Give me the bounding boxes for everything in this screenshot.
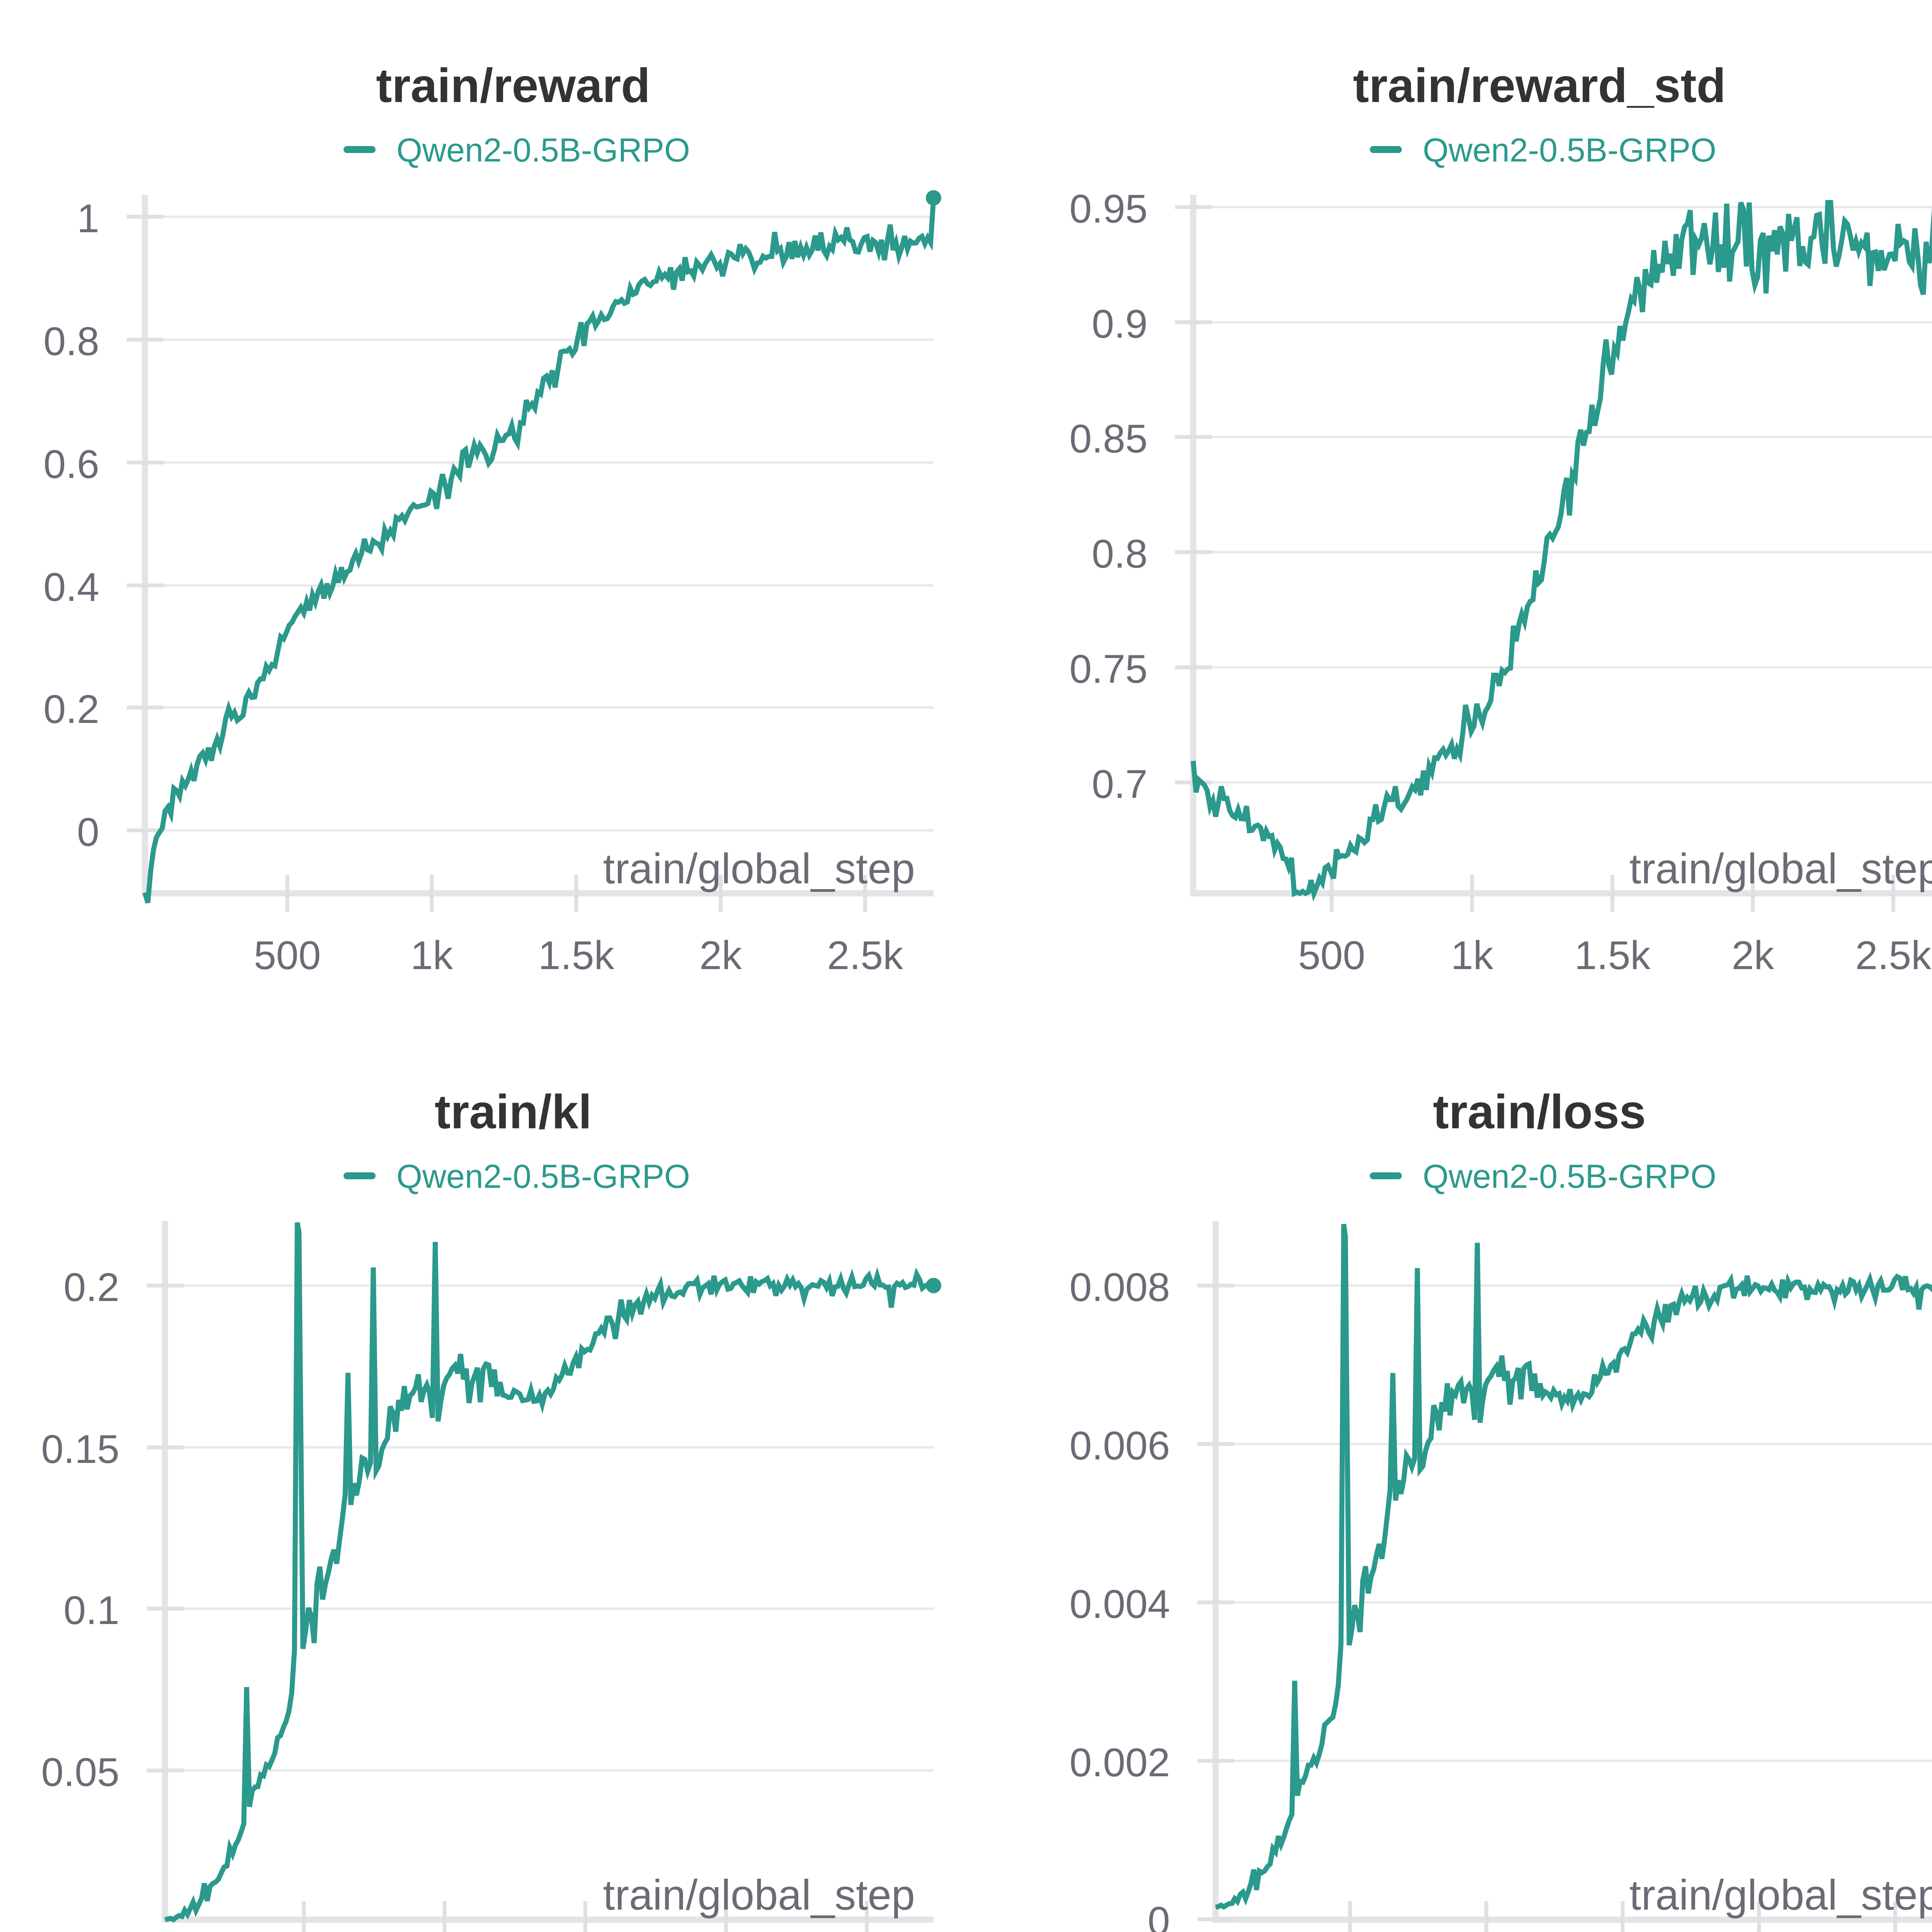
- svg-text:0.006: 0.006: [1070, 1423, 1170, 1468]
- svg-text:train/reward_std: train/reward_std: [1353, 59, 1726, 112]
- svg-text:0.9: 0.9: [1092, 302, 1148, 347]
- svg-text:0.95: 0.95: [1070, 187, 1148, 231]
- svg-text:0.75: 0.75: [1070, 647, 1148, 692]
- svg-text:train/global_step: train/global_step: [603, 845, 915, 893]
- svg-text:2.5k: 2.5k: [827, 933, 904, 978]
- svg-text:2k: 2k: [699, 933, 742, 978]
- svg-text:Qwen2-0.5B-GRPO: Qwen2-0.5B-GRPO: [396, 1158, 690, 1195]
- svg-text:0.4: 0.4: [43, 565, 99, 610]
- svg-text:500: 500: [254, 933, 321, 978]
- svg-text:0: 0: [77, 810, 99, 855]
- svg-text:train/global_step: train/global_step: [1629, 1871, 1932, 1919]
- svg-text:0.002: 0.002: [1070, 1740, 1170, 1785]
- svg-text:0.7: 0.7: [1092, 762, 1148, 807]
- svg-text:0.8: 0.8: [1092, 532, 1148, 577]
- svg-text:0.8: 0.8: [43, 319, 99, 364]
- svg-text:train/global_step: train/global_step: [603, 1871, 915, 1919]
- svg-text:Qwen2-0.5B-GRPO: Qwen2-0.5B-GRPO: [396, 132, 690, 169]
- svg-text:2k: 2k: [1731, 933, 1774, 978]
- svg-text:1k: 1k: [1451, 933, 1494, 978]
- svg-text:train/kl: train/kl: [435, 1085, 592, 1139]
- svg-text:1.5k: 1.5k: [538, 933, 615, 978]
- svg-text:0.2: 0.2: [43, 687, 99, 732]
- svg-text:0.05: 0.05: [41, 1750, 119, 1795]
- svg-text:train/loss: train/loss: [1433, 1085, 1646, 1139]
- svg-text:0.85: 0.85: [1070, 417, 1148, 461]
- svg-text:0.008: 0.008: [1070, 1265, 1170, 1310]
- svg-text:0.1: 0.1: [63, 1588, 119, 1633]
- svg-text:1.5k: 1.5k: [1575, 933, 1651, 978]
- svg-text:0.2: 0.2: [63, 1265, 119, 1310]
- svg-text:0: 0: [1148, 1899, 1170, 1932]
- svg-text:train/global_step: train/global_step: [1629, 845, 1932, 893]
- svg-text:train/reward: train/reward: [376, 59, 650, 112]
- svg-text:2.5k: 2.5k: [1855, 933, 1932, 978]
- svg-text:1k: 1k: [410, 933, 453, 978]
- svg-text:1: 1: [77, 196, 99, 241]
- svg-text:Qwen2-0.5B-GRPO: Qwen2-0.5B-GRPO: [1423, 1158, 1716, 1195]
- svg-text:Qwen2-0.5B-GRPO: Qwen2-0.5B-GRPO: [1423, 132, 1716, 169]
- svg-text:0.6: 0.6: [43, 442, 99, 487]
- svg-text:0.004: 0.004: [1070, 1582, 1170, 1627]
- svg-text:0.15: 0.15: [41, 1427, 119, 1472]
- svg-text:500: 500: [1298, 933, 1366, 978]
